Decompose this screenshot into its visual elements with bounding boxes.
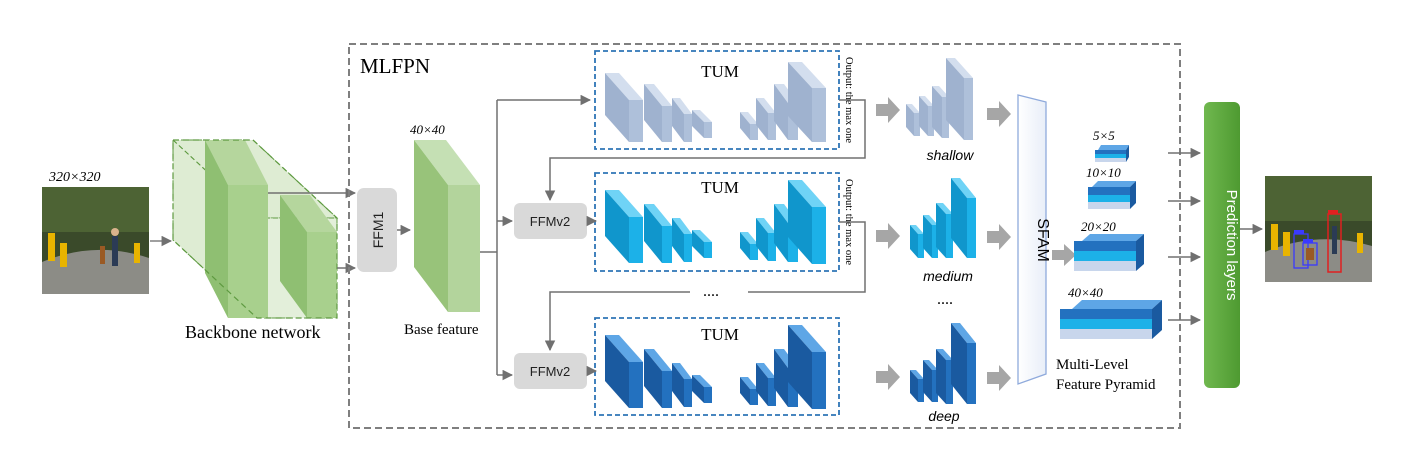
pyramid-size-40: 40×40	[1068, 285, 1103, 300]
sfam-label: SFAM	[1034, 218, 1051, 262]
ffm1-label: FFM1	[370, 212, 386, 249]
ffmv2-block-1	[514, 203, 587, 239]
prediction-layers-label: Prediction layers	[1223, 190, 1240, 301]
tum-output-arrows	[876, 97, 900, 390]
middle-ellipsis: ....	[703, 283, 719, 300]
pyramid-size-10: 10×10	[1086, 165, 1121, 180]
input-image	[42, 187, 149, 294]
deep-output	[910, 323, 976, 404]
deep-label: deep	[928, 408, 959, 424]
tum-label-1: TUM	[701, 62, 739, 81]
shallow-output	[906, 58, 973, 140]
ffmv2-block-2	[514, 353, 587, 389]
pyramid-level-40	[1060, 300, 1162, 339]
backbone-network	[171, 138, 339, 320]
pyramid-size-20: 20×20	[1081, 219, 1116, 234]
tum-cubes-2	[605, 180, 826, 264]
outputs-ellipsis: ....	[937, 291, 953, 308]
ffmv2-label-1: FFMv2	[530, 214, 570, 229]
base-feature-size-label: 40×40	[410, 122, 445, 137]
sfam-block	[1017, 94, 1047, 385]
tum-feedback-lines	[544, 99, 866, 352]
pyramid-level-10	[1088, 181, 1136, 209]
base-feature-label: Base feature	[404, 322, 479, 338]
sfam-input-arrows	[987, 101, 1011, 391]
pyramid-size-5: 5×5	[1093, 128, 1115, 143]
tum-cubes-3	[605, 325, 826, 409]
pyramid-label-line2: Feature Pyramid	[1056, 377, 1156, 393]
pyramid-label-line1: Multi-Level	[1056, 357, 1128, 373]
base-feature-block	[414, 140, 480, 312]
sfam-output-arrow	[1052, 244, 1076, 266]
tum-label-3: TUM	[701, 325, 739, 344]
medium-label: medium	[923, 268, 973, 284]
medium-output	[910, 178, 976, 258]
tum-label-2: TUM	[701, 178, 739, 197]
shallow-label: shallow	[927, 147, 975, 163]
input-size-label: 320×320	[48, 170, 100, 185]
mlfpn-container	[348, 43, 1181, 429]
prediction-layers-block	[1204, 102, 1240, 388]
base-feature-branches	[480, 94, 592, 381]
tum-cubes-1	[605, 62, 826, 142]
ffm1-block	[357, 188, 397, 272]
pyramid-to-prediction-arrows	[1168, 147, 1202, 326]
ffmv2-label-2: FFMv2	[530, 364, 570, 379]
mlfpn-label: MLFPN	[360, 54, 430, 78]
output-image	[1265, 176, 1372, 282]
pyramid-level-5	[1095, 145, 1129, 162]
backbone-label: Backbone network	[185, 322, 320, 342]
pyramid-level-20	[1074, 234, 1144, 271]
